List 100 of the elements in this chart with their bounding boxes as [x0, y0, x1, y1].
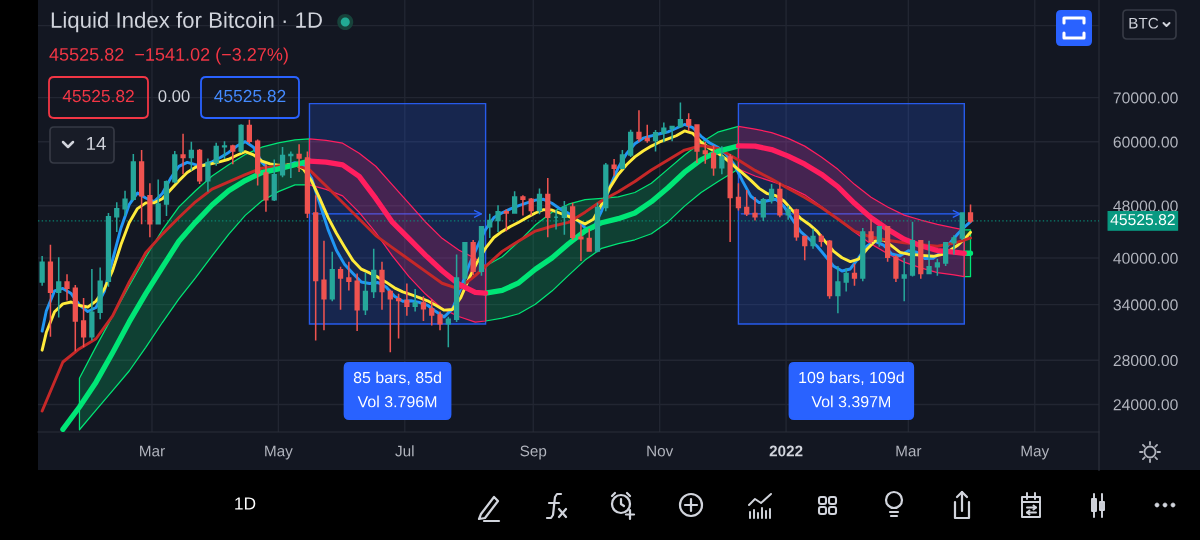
y-tick-label: 28000.00 [1113, 354, 1178, 367]
candlestick [288, 150, 294, 179]
candlestick [686, 112, 692, 132]
candlestick [404, 282, 410, 317]
candlestick [72, 284, 78, 352]
candlestick [362, 271, 369, 316]
text: 45525.82 −1541.02 (−3.27%) [49, 47, 288, 65]
candlestick [354, 272, 360, 332]
x-tick-label: Nov [647, 445, 674, 457]
candlestick [147, 182, 153, 239]
candlestick [909, 220, 916, 278]
candlestick [495, 204, 501, 233]
candlestick [876, 225, 882, 248]
chart-title: Liquid Index for Bitcoin · 1D [51, 11, 322, 33]
ref-line-label: 45525.82 [1110, 214, 1175, 226]
candlestick [536, 187, 543, 216]
y-tick-label: 70000.00 [1113, 92, 1178, 104]
candlestick [230, 143, 236, 165]
candlestick [263, 163, 269, 213]
candlestick [346, 260, 352, 292]
candlestick [793, 207, 800, 242]
candlestick [329, 250, 335, 303]
candlestick [677, 101, 684, 129]
candlestick [122, 189, 128, 217]
candlestick [56, 256, 62, 319]
candlestick [628, 128, 634, 158]
candlestick [661, 121, 667, 144]
candlestick [337, 265, 344, 311]
y-tick-label: 60000.00 [1113, 136, 1178, 148]
candlestick [760, 197, 766, 222]
candlestick [702, 141, 708, 165]
candlestick [64, 273, 70, 302]
candlestick [321, 239, 327, 331]
candlestick [594, 202, 601, 254]
candlestick [553, 209, 559, 231]
candlestick [893, 254, 899, 283]
candlestick [271, 158, 277, 202]
candlestick [246, 118, 253, 145]
band-label: 85 bars, 85d Vol 3.796M [353, 371, 441, 408]
candlestick [545, 177, 551, 239]
x-tick-label: Mar [896, 445, 922, 457]
candlestick [636, 109, 642, 143]
x-tick-label: May [1021, 445, 1050, 460]
candlestick [503, 208, 509, 233]
candlestick [943, 241, 949, 267]
candlestick [205, 157, 211, 193]
candlestick [462, 241, 468, 286]
candlestick [843, 267, 849, 293]
x-tick-label: Sep [520, 445, 547, 460]
candlestick [868, 218, 874, 245]
annotation: 0.00 [158, 90, 190, 102]
candlestick [188, 141, 194, 172]
candlestick [114, 201, 120, 233]
candlestick [768, 183, 775, 205]
y-tick-label: 48000.00 [1113, 200, 1178, 212]
candlestick [163, 179, 170, 217]
candlestick [802, 235, 808, 261]
candlestick [652, 129, 659, 153]
candlestick [777, 182, 783, 219]
candlestick [619, 149, 626, 171]
x-tick-label: May [265, 445, 293, 460]
candlestick [138, 149, 145, 226]
candlestick [221, 140, 228, 160]
candlestick [901, 257, 907, 303]
candlestick [918, 239, 924, 280]
candlestick [412, 288, 418, 313]
annotation: 45525.82 [62, 89, 134, 103]
candlestick [884, 226, 891, 263]
candlestick [279, 146, 286, 179]
candlestick [172, 150, 178, 185]
candlestick [453, 253, 460, 323]
candlestick [97, 266, 103, 321]
text: 1D [235, 497, 256, 510]
candlestick [860, 227, 866, 282]
candlestick [213, 141, 219, 167]
candlestick [313, 194, 319, 342]
candlestick [644, 123, 650, 144]
candlestick [934, 257, 940, 277]
candlestick [180, 133, 186, 175]
candlestick [470, 239, 476, 276]
candlestick [520, 194, 526, 217]
candlestick [197, 148, 203, 185]
candlestick [130, 153, 136, 202]
candlestick [744, 189, 750, 217]
candlestick [437, 310, 443, 331]
text: BTC [1129, 17, 1159, 29]
candlestick [80, 297, 87, 349]
x-tick-label: Mar [140, 445, 165, 457]
annotation: 45525.82 [214, 89, 286, 103]
candlestick [387, 289, 393, 353]
candlestick [959, 211, 965, 241]
candlestick [611, 158, 617, 177]
candlestick [39, 255, 45, 287]
candlestick [826, 239, 833, 300]
candlestick [710, 144, 717, 177]
x-tick-label: Jul [395, 445, 414, 457]
candlestick [487, 212, 493, 239]
x-tick-label: 2022 [769, 445, 803, 457]
candlestick [810, 227, 816, 250]
y-tick-label: 24000.00 [1113, 399, 1178, 411]
